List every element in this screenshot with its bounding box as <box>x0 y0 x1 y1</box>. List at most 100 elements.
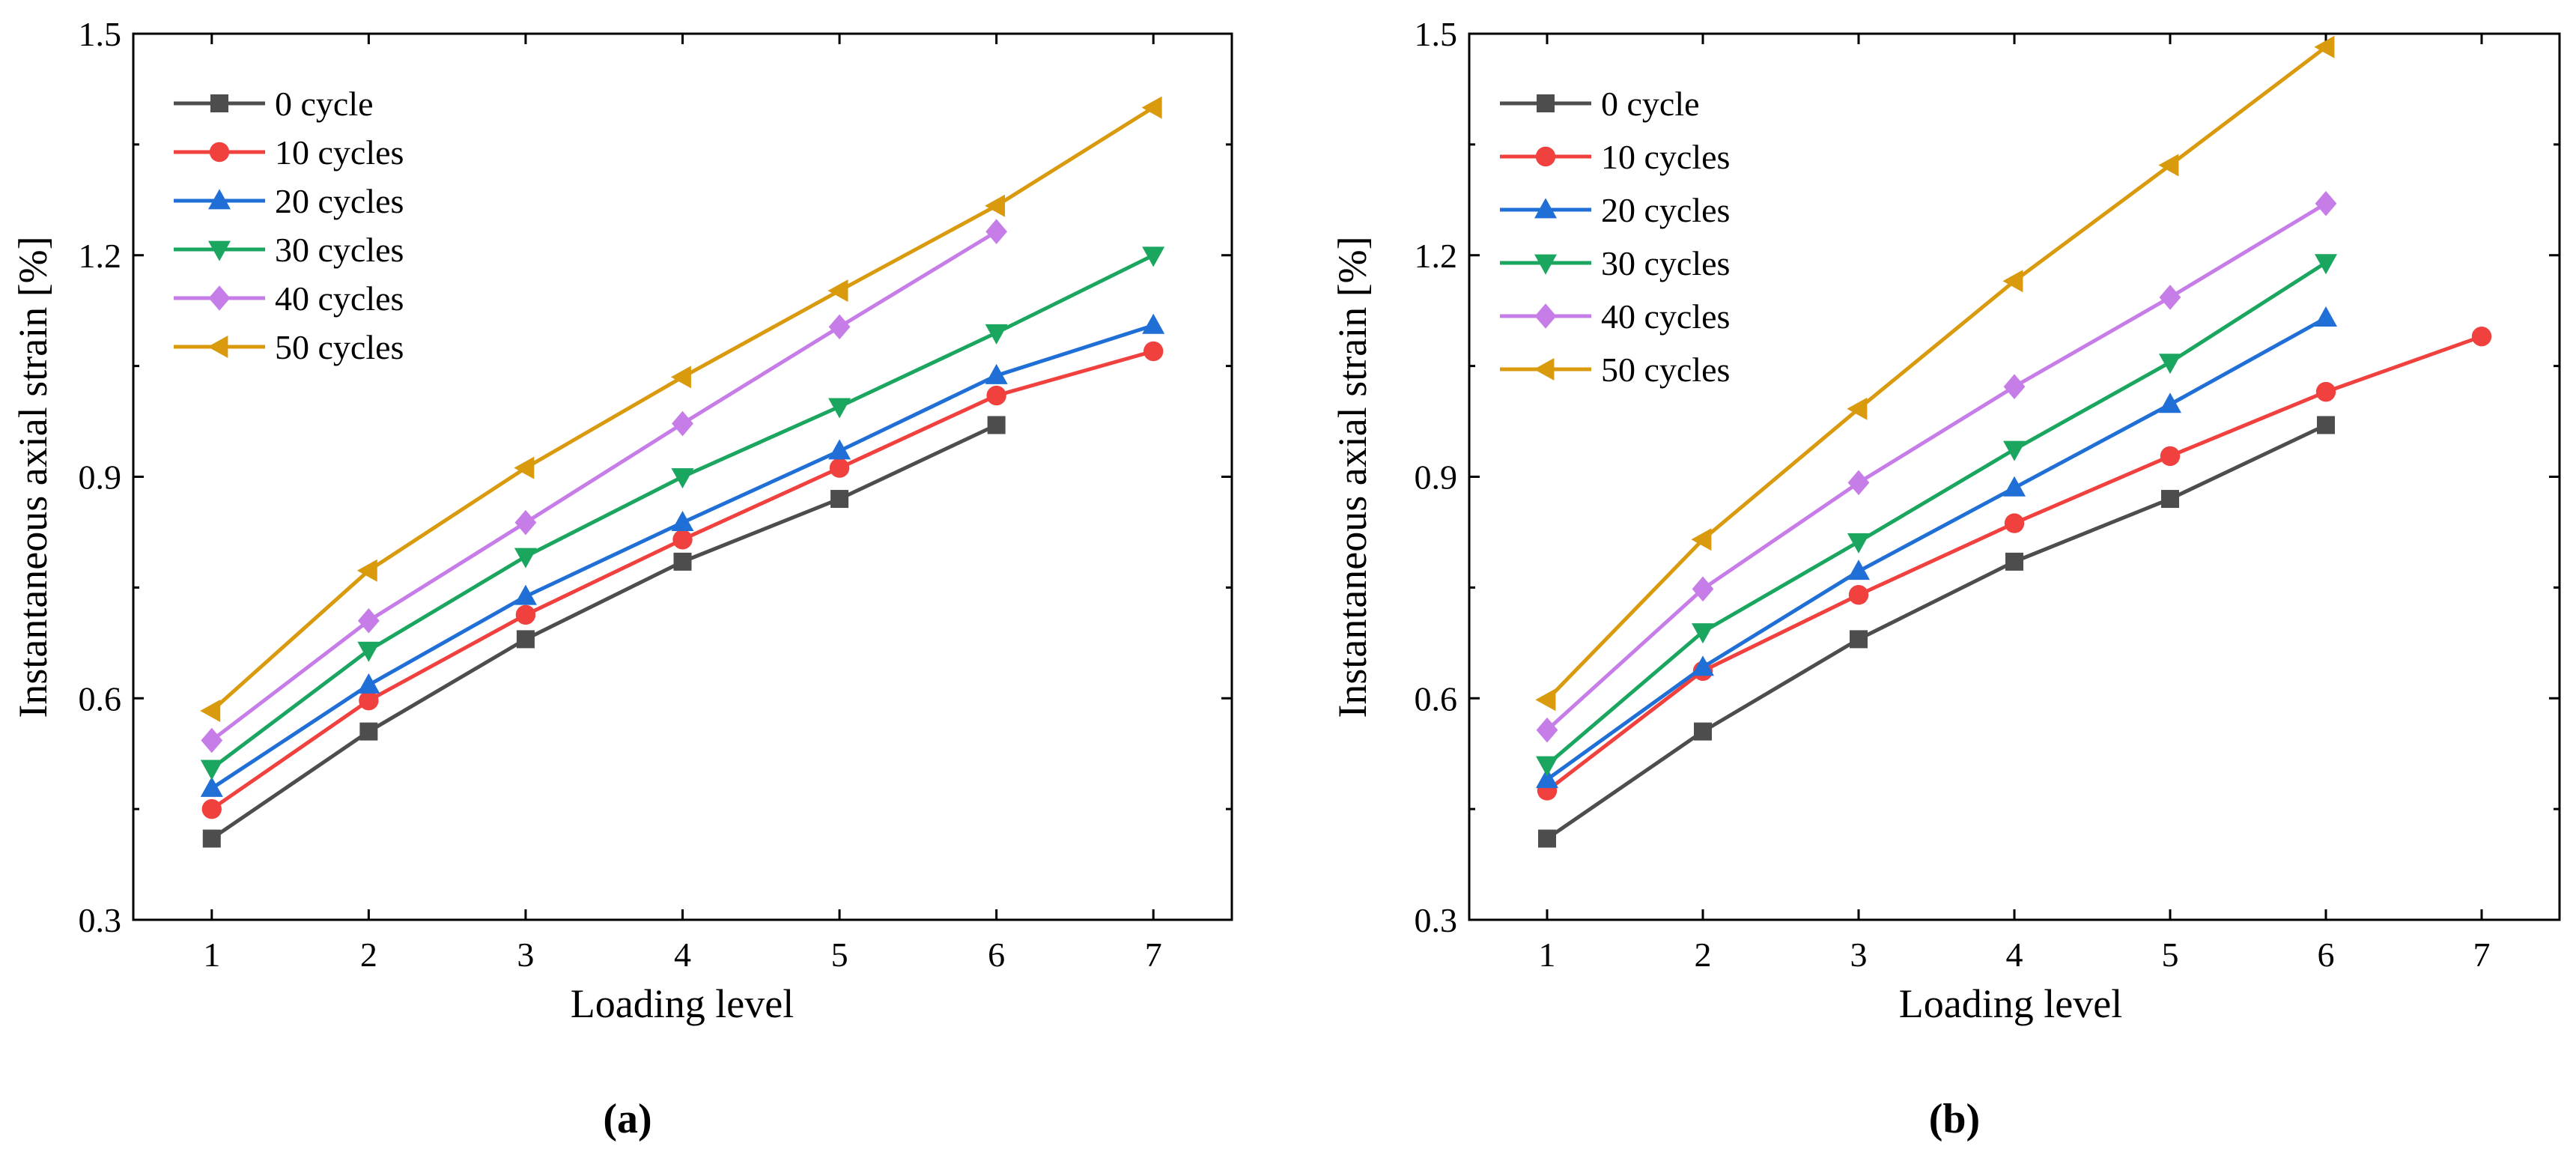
x-tick-label: 5 <box>831 936 848 974</box>
y-tick-label: 1.2 <box>79 237 122 275</box>
x-tick-label: 6 <box>2318 936 2335 974</box>
data-point <box>2315 381 2336 402</box>
y-tick-label: 0.9 <box>79 458 122 497</box>
x-tick-label: 4 <box>2006 936 2023 974</box>
series-line <box>210 423 997 840</box>
legend-label: 20 cycles <box>1601 191 1730 229</box>
series-50-cycles <box>200 96 1162 723</box>
data-point <box>828 439 851 460</box>
data-point <box>1142 313 1165 334</box>
data-point <box>1536 768 1558 789</box>
series-0-cycle <box>202 416 1006 848</box>
y-tick-label: 0.3 <box>1415 901 1458 939</box>
data-point <box>1141 96 1162 119</box>
chart-panel-b: 1 2 3 4 5 6 7 0.3 0.6 0.9 1.2 1.5 Loading level Insta… <box>1330 15 2561 1142</box>
data-point <box>202 829 221 848</box>
data-point <box>829 458 850 478</box>
legend-entry: 50 cycles <box>174 328 404 366</box>
x-tick-label: 1 <box>1539 936 1556 974</box>
x-tick-label: 5 <box>2162 936 2179 974</box>
data-point <box>2005 552 2023 571</box>
series-line <box>1546 423 2327 840</box>
legend-marker <box>208 189 231 210</box>
data-point <box>359 691 379 711</box>
legend-entry: 50 cycles <box>1500 351 1730 389</box>
data-point <box>2161 490 2179 509</box>
data-point <box>673 552 692 571</box>
data-point <box>1536 756 1558 777</box>
legend-label: 30 cycles <box>275 231 404 269</box>
data-point <box>2159 285 2181 310</box>
data-point <box>985 194 1006 217</box>
data-point <box>2003 374 2026 400</box>
legend-marker <box>1534 198 1557 219</box>
legend-marker <box>208 240 231 261</box>
data-point <box>2004 513 2025 533</box>
data-point <box>987 416 1006 434</box>
legend-marker <box>1535 146 1556 167</box>
panel-label: (a) <box>603 1096 651 1142</box>
data-point <box>515 604 536 625</box>
legend-entry: 40 cycles <box>1500 297 1730 336</box>
x-axis-title: Loading level <box>1899 981 2122 1026</box>
x-tick-label: 2 <box>1695 936 1712 974</box>
x-tick-label: 7 <box>2473 936 2491 974</box>
y-tick-label: 1.5 <box>79 15 122 53</box>
legend-label: 40 cycles <box>1601 297 1730 336</box>
data-point <box>2314 35 2335 58</box>
legend-entry: 20 cycles <box>174 182 404 220</box>
y-tick-label: 1.2 <box>1415 237 1458 275</box>
data-point <box>200 760 223 780</box>
data-point <box>985 363 1008 384</box>
data-point <box>200 776 223 797</box>
data-point <box>2315 190 2337 216</box>
series-20-cycles <box>200 313 1165 797</box>
legend-marker <box>1534 303 1557 329</box>
legend-label: 10 cycles <box>275 133 404 172</box>
data-point <box>672 530 693 550</box>
legend-entry: 20 cycles <box>1500 191 1730 229</box>
legend-label: 40 cycles <box>275 279 404 318</box>
series-line <box>210 230 997 742</box>
y-tick-label: 0.6 <box>79 679 122 718</box>
data-point <box>1536 717 1558 743</box>
series-30-cycles <box>200 246 1165 780</box>
data-point <box>828 314 851 340</box>
x-axis-title: Loading level <box>571 981 794 1026</box>
legend-entry: 0 cycle <box>174 85 374 123</box>
y-tick-label: 0.6 <box>1415 679 1458 718</box>
data-point <box>2315 306 2337 327</box>
series-50-cycles <box>1535 35 2335 712</box>
y-axis-title: Instantaneous axial strain [%] <box>10 236 55 718</box>
data-point <box>1143 341 1164 362</box>
legend-entry: 10 cycles <box>1500 138 1730 176</box>
data-point <box>672 410 693 437</box>
series-10-cycles <box>201 341 1164 819</box>
data-point <box>670 366 691 389</box>
legend-label: 20 cycles <box>275 182 404 220</box>
legend-entry: 40 cycles <box>174 279 404 318</box>
data-point <box>671 468 694 489</box>
data-point <box>356 559 377 582</box>
data-point <box>986 385 1006 406</box>
series-30-cycles <box>1536 254 2337 777</box>
x-tick-label: 3 <box>1850 936 1868 974</box>
data-point <box>1692 655 1714 676</box>
legend-label: 30 cycles <box>1601 244 1730 282</box>
data-point <box>514 548 537 569</box>
legend-marker <box>1537 94 1555 112</box>
series-0-cycle <box>1538 416 2335 848</box>
y-tick-label: 1.5 <box>1415 15 1458 53</box>
legend-marker <box>1534 254 1557 275</box>
y-tick-label: 0.3 <box>79 901 122 939</box>
legend-marker <box>207 336 228 358</box>
x-tick-label: 7 <box>1145 936 1162 974</box>
data-point <box>1538 829 1556 848</box>
y-axis-title: Instantaneous axial strain [%] <box>1330 236 1375 718</box>
data-point <box>1847 397 1868 420</box>
data-point <box>985 324 1008 345</box>
data-point <box>1847 560 1870 580</box>
data-point <box>2160 446 2181 467</box>
data-point <box>828 398 851 419</box>
